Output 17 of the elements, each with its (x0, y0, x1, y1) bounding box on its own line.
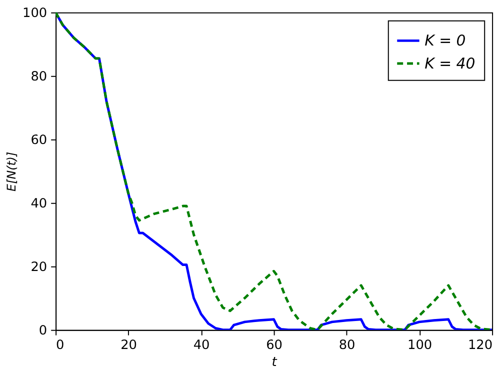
x-tick-label: 80 (338, 338, 356, 354)
x-tick-label: 20 (120, 338, 137, 354)
y-tick-label: 80 (30, 69, 48, 84)
x-tick-label: 120 (468, 338, 493, 354)
x-tick-label: 100 (408, 338, 432, 354)
legend-label: K = 0 (424, 32, 466, 50)
y-tick-label: 100 (22, 6, 48, 21)
y-tick-label: 60 (30, 132, 48, 148)
y-tick-label: 0 (38, 323, 48, 338)
x-tick-label: 40 (193, 338, 210, 354)
y-tick-label: 40 (30, 196, 48, 212)
y-tick-label: 20 (30, 260, 48, 275)
x-tick-label: 0 (56, 338, 64, 354)
legend-label: K = 40 (424, 54, 476, 72)
x-axis-title: t (272, 355, 278, 370)
x-tick-label: 60 (266, 338, 282, 354)
y-axis-title: E[N(t)] (4, 151, 19, 192)
